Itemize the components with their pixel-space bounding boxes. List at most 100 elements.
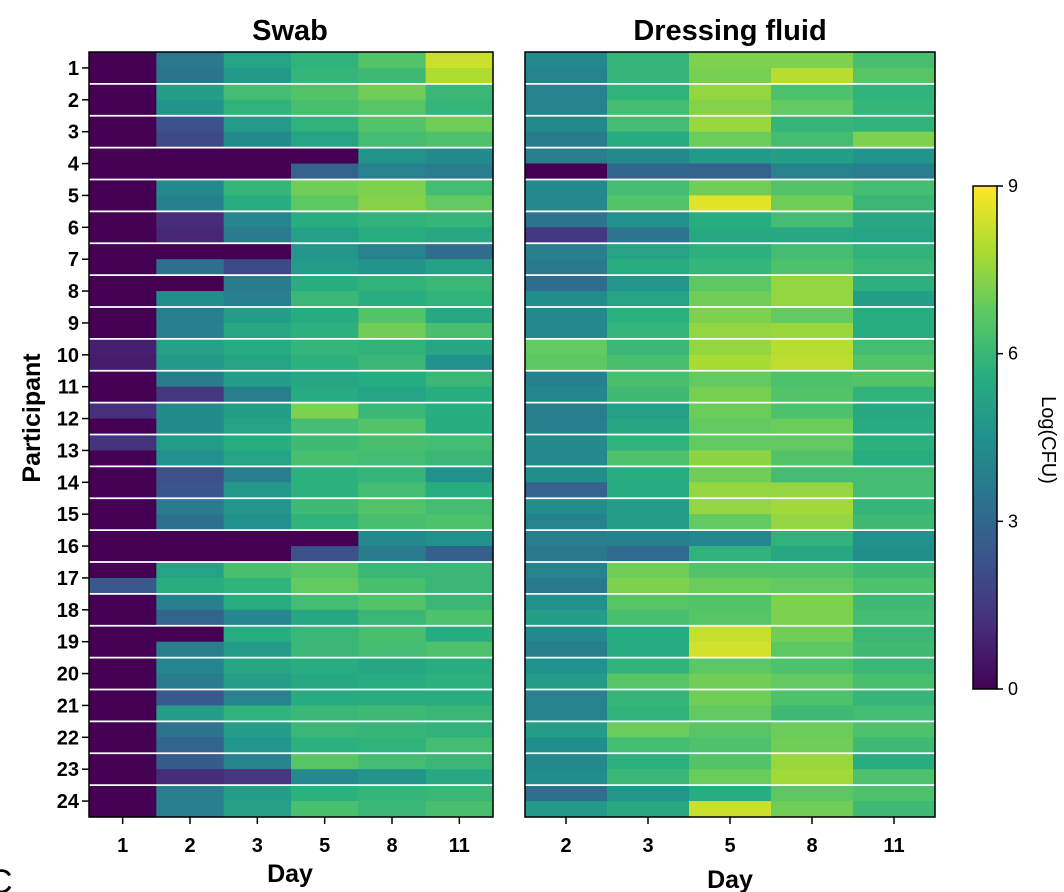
heatmap-cell	[291, 466, 359, 483]
heatmap-cell	[223, 609, 292, 627]
x-tick-label: 2	[560, 835, 571, 857]
heatmap-cell	[425, 147, 494, 165]
x-tick-label: 11	[449, 835, 470, 857]
heatmap-cell	[689, 530, 772, 547]
heatmap-cell	[156, 402, 225, 420]
heatmap-cell	[358, 673, 427, 691]
heatmap-cell	[358, 67, 427, 85]
heatmap-cell	[358, 307, 427, 324]
y-tick-label: 18	[57, 600, 79, 622]
heatmap-cell	[771, 450, 854, 467]
heatmap-cell	[525, 593, 608, 611]
heatmap-cell	[89, 147, 157, 165]
y-tick-label: 15	[57, 504, 79, 526]
heatmap-cell	[425, 52, 494, 69]
heatmap-cell	[425, 625, 494, 643]
heatmap-cell	[689, 418, 772, 436]
y-tick-label: 24	[57, 791, 80, 813]
heatmap-cell	[358, 147, 427, 165]
heatmap-cell	[607, 753, 690, 770]
heatmap-cell	[689, 307, 772, 324]
heatmap-cell	[291, 657, 359, 675]
heatmap-cell	[291, 482, 359, 499]
heatmap-cell	[853, 338, 936, 356]
heatmap-cell	[156, 705, 225, 722]
heatmap-cell	[689, 785, 772, 802]
heatmap-cell	[607, 83, 690, 101]
heatmap-cell	[223, 354, 292, 372]
heatmap-cell	[771, 801, 854, 818]
heatmap-cell	[156, 354, 225, 372]
heatmap-cell	[358, 689, 427, 707]
heatmap-cell	[607, 402, 690, 420]
heatmap-cell	[89, 785, 157, 802]
heatmap-cell	[525, 753, 608, 770]
heatmap-cell	[291, 338, 359, 356]
heatmap-cell	[425, 243, 494, 260]
heatmap-cell	[853, 593, 936, 611]
heatmap-cell	[425, 753, 494, 770]
heatmap-cell	[771, 434, 854, 452]
heatmap-cell	[689, 338, 772, 356]
x-tick-label: 5	[319, 835, 330, 857]
heatmap-cell	[853, 450, 936, 467]
heatmap-cell	[291, 753, 359, 770]
heatmap-cell	[358, 562, 427, 579]
heatmap-cell	[358, 402, 427, 420]
heatmap-cell	[425, 769, 494, 786]
heatmap-cell	[291, 67, 359, 85]
heatmap-cell	[689, 546, 772, 563]
heatmap-cell	[771, 530, 854, 547]
heatmap-cell	[771, 498, 854, 515]
heatmap-cell	[425, 434, 494, 452]
heatmap-cell	[771, 131, 854, 149]
heatmap-cell	[358, 195, 427, 212]
heatmap-cell	[771, 275, 854, 292]
heatmap-cell	[771, 67, 854, 85]
y-tick-label: 3	[68, 122, 79, 144]
heatmap-cell	[89, 195, 157, 212]
heatmap-cell	[358, 466, 427, 483]
heatmap-cell	[358, 83, 427, 101]
y-tick-label: 23	[57, 759, 79, 781]
heatmap-cell	[853, 147, 936, 165]
heatmap-cell	[358, 99, 427, 117]
heatmap-cell	[223, 52, 292, 69]
heatmap-cell	[607, 769, 690, 786]
heatmap-cell	[525, 259, 608, 276]
heatmap-cell	[689, 562, 772, 579]
heatmap-cell	[771, 163, 854, 181]
heatmap-cell	[89, 450, 157, 467]
heatmap-cell	[156, 657, 225, 675]
heatmap-cell	[607, 482, 690, 499]
heatmap-cell	[689, 466, 772, 483]
heatmap-cell	[89, 721, 157, 738]
heatmap-cell	[223, 673, 292, 691]
heatmap-cell	[425, 498, 494, 515]
heatmap-cell	[223, 418, 292, 436]
heatmap-cell	[89, 179, 157, 197]
heatmap-cell	[89, 211, 157, 228]
heatmap-cell	[689, 386, 772, 404]
heatmap-cell	[853, 83, 936, 101]
heatmap-cell	[89, 131, 157, 149]
heatmap-cell	[223, 593, 292, 611]
heatmap-cell	[607, 291, 690, 308]
heatmap-cell	[771, 370, 854, 388]
heatmap-cell	[525, 52, 608, 69]
heatmap-cell	[853, 577, 936, 595]
heatmap-cell	[223, 482, 292, 499]
heatmap-cell	[607, 211, 690, 228]
heatmap-cell	[425, 721, 494, 738]
heatmap-cell	[291, 562, 359, 579]
heatmap-cell	[358, 641, 427, 659]
heatmap-cell	[607, 131, 690, 149]
heatmap-cell	[607, 67, 690, 85]
heatmap-cell	[89, 52, 157, 69]
heatmap-cell	[607, 322, 690, 340]
heatmap-cell	[425, 322, 494, 340]
heatmap-cell	[358, 131, 427, 149]
swab-heatmap	[88, 51, 494, 818]
heatmap-cell	[525, 354, 608, 372]
heatmap-cell	[89, 402, 157, 420]
